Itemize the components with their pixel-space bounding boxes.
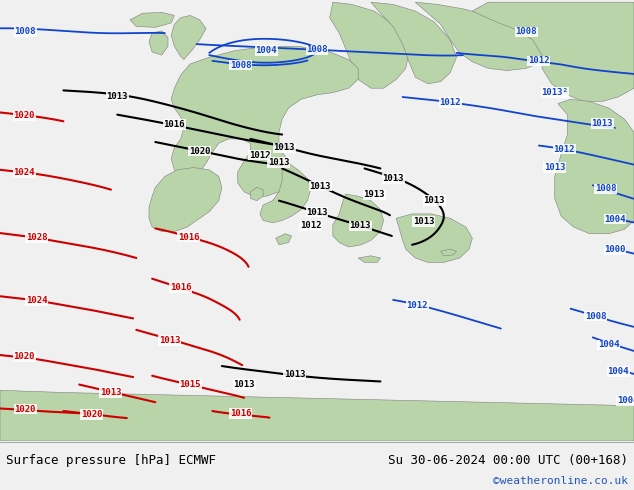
Text: 1013: 1013 [100,388,122,397]
Text: 1020: 1020 [189,147,210,156]
Polygon shape [130,12,174,27]
Text: 1015: 1015 [179,380,201,389]
Polygon shape [250,187,263,200]
Text: 1013: 1013 [233,380,255,389]
Text: 1024: 1024 [26,296,48,305]
Text: 1008: 1008 [15,27,36,36]
Text: 1012: 1012 [406,301,428,310]
Text: 1013: 1013 [424,196,445,205]
Text: 1013: 1013 [592,119,613,128]
Text: 1013: 1013 [309,182,331,191]
Polygon shape [260,163,311,222]
Text: 1013: 1013 [273,143,295,152]
Text: 1013: 1013 [382,174,404,183]
Text: Su 30-06-2024 00:00 UTC (00+168): Su 30-06-2024 00:00 UTC (00+168) [387,454,628,467]
Text: 1013: 1013 [284,370,306,379]
Polygon shape [371,2,456,84]
Text: 1000: 1000 [604,245,626,254]
Text: 1008: 1008 [515,27,537,36]
Text: 1013: 1013 [544,163,566,172]
Text: 1016: 1016 [178,233,200,242]
Text: 1013: 1013 [306,208,328,217]
Text: 1008: 1008 [585,312,607,320]
Text: 1008: 1008 [306,46,328,54]
Text: 1020: 1020 [15,405,36,414]
Text: 1016: 1016 [230,409,252,418]
Polygon shape [171,47,358,196]
Polygon shape [330,2,409,88]
Text: 1012: 1012 [439,98,461,107]
Text: 1008: 1008 [617,396,634,405]
Text: 1028: 1028 [26,233,48,242]
Text: 1016: 1016 [164,120,185,129]
Text: 1008: 1008 [595,184,616,193]
Polygon shape [415,2,545,71]
Text: 1012: 1012 [553,145,575,153]
Text: 1012: 1012 [249,151,271,160]
Text: 1016: 1016 [170,283,191,292]
Polygon shape [276,234,292,245]
Polygon shape [358,256,380,263]
Text: 1013: 1013 [349,221,371,230]
Polygon shape [149,168,222,232]
Text: 1008: 1008 [230,61,252,70]
Polygon shape [149,31,168,55]
Polygon shape [396,214,472,263]
Polygon shape [171,15,206,60]
Polygon shape [472,2,634,101]
Text: 1004: 1004 [604,215,626,223]
Text: ©weatheronline.co.uk: ©weatheronline.co.uk [493,476,628,486]
Text: 1020: 1020 [81,410,103,419]
Text: 1012: 1012 [300,221,321,230]
Text: 1013: 1013 [107,92,128,100]
Text: 1004: 1004 [607,367,629,376]
Text: 1012: 1012 [528,56,550,65]
Text: 1913: 1913 [363,191,385,199]
Polygon shape [555,99,634,234]
Text: 1013: 1013 [159,336,181,345]
Text: 1013²: 1013² [541,88,568,97]
Text: 1020: 1020 [13,112,35,121]
Text: Surface pressure [hPa] ECMWF: Surface pressure [hPa] ECMWF [6,454,216,467]
Text: 1020: 1020 [13,352,35,361]
Text: 1013: 1013 [413,217,434,226]
Text: 1004: 1004 [256,46,277,55]
Polygon shape [0,390,634,441]
Text: 1024: 1024 [13,169,35,177]
Text: 1004: 1004 [598,341,619,349]
Polygon shape [333,194,384,247]
Text: 1013: 1013 [268,158,290,167]
Polygon shape [441,249,456,256]
